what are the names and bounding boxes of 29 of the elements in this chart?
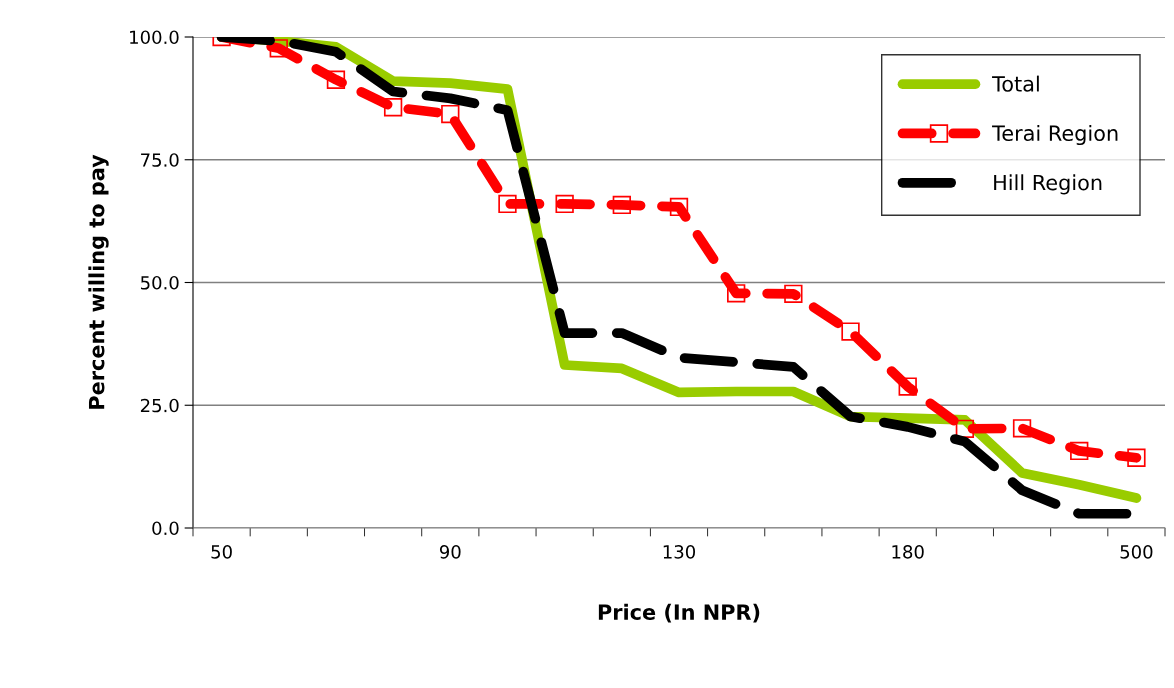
y-tick-label: 25.0	[140, 398, 179, 413]
legend-label: Hill Region	[994, 174, 1102, 195]
point	[441, 104, 460, 124]
y-tick-label: 0.0	[152, 521, 179, 536]
point	[326, 70, 346, 89]
y-tick-label: 75.0	[141, 153, 179, 167]
y-tick-label: 100.0	[130, 30, 179, 45]
x-axis-title: Price (In NPR)	[598, 603, 760, 623]
point	[612, 195, 631, 215]
point	[383, 98, 403, 117]
point	[898, 377, 917, 396]
point	[784, 284, 803, 303]
x-tick-label: 90	[439, 544, 461, 559]
point	[1012, 419, 1032, 438]
legend-label: Terai Region	[992, 124, 1118, 146]
point	[555, 194, 574, 214]
point	[727, 284, 746, 303]
y-tick-label: 50.0	[141, 275, 179, 290]
point	[669, 197, 689, 217]
x-tick-label: 130	[663, 544, 696, 559]
legend-label: Total	[992, 75, 1039, 92]
y-axis-title: Percent willing to pay	[88, 154, 109, 409]
x-tick-label: 50	[211, 544, 232, 559]
point	[841, 322, 860, 341]
point	[1070, 441, 1089, 461]
point	[1127, 448, 1146, 467]
point	[498, 194, 517, 214]
x-tick-label: 500	[1120, 544, 1153, 559]
x-tick-label: 180	[892, 544, 924, 559]
